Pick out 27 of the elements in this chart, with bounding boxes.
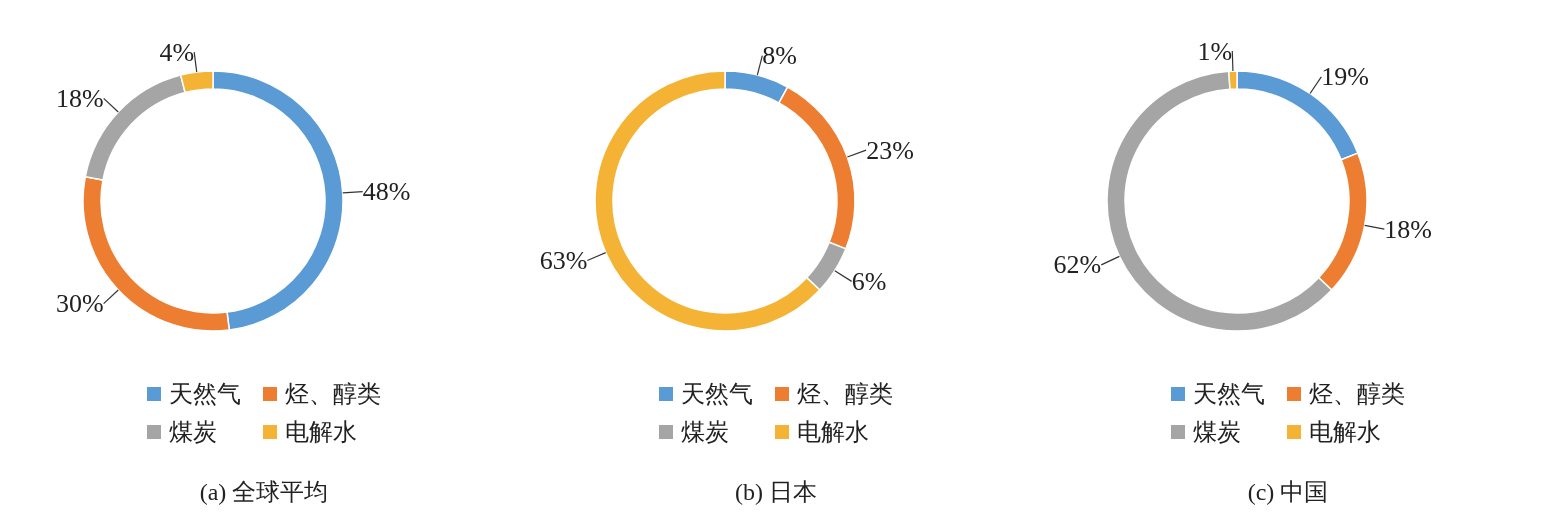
data-label: 48% (362, 177, 411, 207)
legend-label: 天然气 (1193, 379, 1265, 410)
data-label: 63% (539, 246, 588, 276)
data-label: 30% (55, 289, 104, 319)
legend-label: 煤炭 (681, 417, 729, 448)
data-label: 18% (55, 83, 104, 113)
legend-label: 煤炭 (1193, 417, 1241, 448)
legend-label: 烃、醇类 (285, 379, 381, 410)
legend-label: 电解水 (285, 417, 357, 448)
data-label: 6% (851, 266, 887, 296)
legend-label: 电解水 (1309, 417, 1381, 448)
text: (c) 中国 (1247, 478, 1329, 507)
legend-label: 电解水 (797, 417, 869, 448)
data-label: 18% (1384, 214, 1433, 244)
data-label: 4% (159, 37, 195, 67)
text: (a) 全球平均 (199, 478, 329, 507)
legend-label: 天然气 (169, 379, 241, 410)
data-label: 8% (762, 41, 797, 71)
legend-label: 天然气 (681, 379, 753, 410)
legend-label: 煤炭 (169, 417, 217, 448)
data-label: 23% (866, 135, 914, 165)
legend-label: 烃、醇类 (797, 379, 893, 410)
data-label: 19% (1321, 62, 1369, 92)
data-label: 62% (1053, 250, 1102, 280)
data-label: 1% (1197, 36, 1233, 66)
text: (b) 日本 (735, 478, 817, 507)
legend-label: 烃、醇类 (1309, 379, 1405, 410)
